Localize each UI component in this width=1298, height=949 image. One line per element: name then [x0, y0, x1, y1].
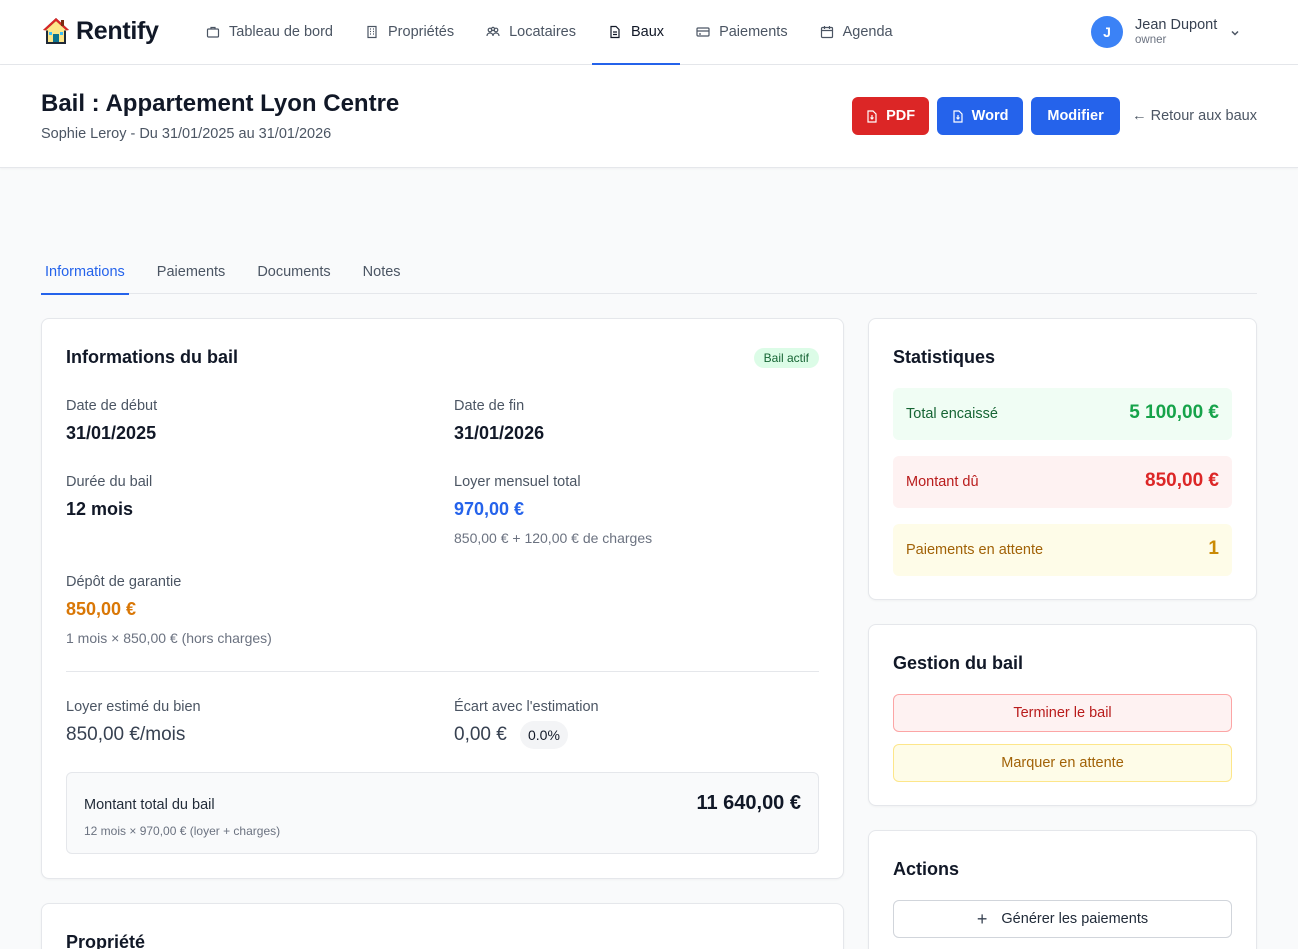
stat-label: Paiements en attente — [906, 542, 1044, 558]
terminate-lease-button[interactable]: Terminer le bail — [893, 694, 1232, 732]
nav-label: Baux — [631, 24, 665, 40]
card-title: Actions — [893, 859, 960, 879]
nav-item-leases[interactable]: Baux — [592, 0, 681, 65]
estimate-gap-percent: 0.0% — [520, 721, 568, 749]
duration-label: Durée du bail — [66, 474, 153, 490]
page-title: Bail : Appartement Lyon Centre — [41, 90, 400, 117]
nav-item-payments[interactable]: Paiements — [680, 0, 804, 64]
word-label: Word — [971, 108, 1009, 124]
user-name: Jean Dupont — [1135, 16, 1218, 33]
user-role: owner — [1135, 34, 1167, 46]
estimate-gap-label: Écart avec l'estimation — [454, 699, 599, 715]
stat-amount-due: Montant dû 850,00 € — [893, 456, 1232, 508]
main-nav: Tableau de bord Propriétés Locataires Ba… — [190, 0, 909, 65]
users-icon — [486, 25, 500, 39]
lease-management-card: Gestion du bail Terminer le bail Marquer… — [868, 624, 1257, 806]
document-icon — [608, 25, 622, 39]
statistics-card: Statistiques Total encaissé 5 100,00 € M… — [868, 318, 1257, 600]
tab-payments[interactable]: Paiements — [156, 263, 226, 280]
mark-pending-button[interactable]: Marquer en attente — [893, 744, 1232, 782]
stat-value: 5 100,00 € — [1129, 402, 1219, 423]
stat-total-collected: Total encaissé 5 100,00 € — [893, 388, 1232, 440]
briefcase-icon — [206, 25, 220, 39]
page-header: Bail : Appartement Lyon Centre Sophie Le… — [0, 65, 1298, 168]
export-word-button[interactable]: Word — [937, 97, 1024, 135]
pdf-label: PDF — [886, 108, 916, 124]
total-note: 12 mois × 970,00 € (loyer + charges) — [84, 824, 281, 838]
deposit-label: Dépôt de garantie — [66, 574, 182, 590]
lease-tabs: Informations Paiements Documents Notes — [41, 249, 1257, 295]
header-actions: PDF Word Modifier ← Retour aux baux — [852, 97, 1257, 135]
stat-label: Total encaissé — [906, 406, 998, 422]
nav-item-tenants[interactable]: Locataires — [470, 0, 592, 64]
tab-notes[interactable]: Notes — [362, 263, 401, 280]
user-menu[interactable]: J Jean Dupont owner — [1091, 16, 1241, 48]
deposit-value: 850,00 € — [66, 599, 137, 619]
total-value: 11 640,00 € — [696, 792, 801, 814]
deposit-note: 1 mois × 850,00 € (hors charges) — [66, 630, 272, 646]
plus-icon: + — [976, 909, 988, 929]
card-title: Informations du bail — [66, 347, 239, 367]
edit-button[interactable]: Modifier — [1031, 97, 1121, 135]
file-icon — [866, 109, 878, 123]
stat-label: Montant dû — [906, 474, 979, 490]
estimated-rent-value: 850,00 €/mois — [66, 724, 186, 745]
monthly-rent-note: 850,00 € + 120,00 € de charges — [454, 530, 653, 546]
nav-label: Paiements — [719, 24, 788, 40]
generate-payments-button[interactable]: + Générer les paiements — [893, 900, 1232, 938]
nav-label: Tableau de bord — [229, 24, 333, 40]
chevron-down-icon — [1229, 26, 1241, 38]
lease-info-card: Informations du bail Bail actif Date de … — [41, 318, 844, 879]
stat-value: 1 — [1208, 538, 1219, 559]
nav-label: Locataires — [509, 24, 576, 40]
avatar: J — [1091, 16, 1123, 48]
export-pdf-button[interactable]: PDF — [852, 97, 930, 135]
card-title: Propriété — [66, 932, 146, 949]
start-date-label: Date de début — [66, 398, 158, 414]
tab-informations[interactable]: Informations — [41, 249, 129, 295]
status-badge: Bail actif — [753, 348, 819, 368]
divider — [66, 671, 819, 672]
nav-label: Propriétés — [388, 24, 455, 40]
property-card: Propriété — [41, 903, 844, 949]
generate-payments-label: Générer les paiements — [1001, 911, 1149, 927]
estimate-gap-value: 0,00 € — [454, 724, 507, 745]
tab-documents[interactable]: Documents — [257, 263, 331, 280]
actions-card: Actions + Générer les paiements — [868, 830, 1257, 949]
top-navbar: Rentify Tableau de bord Propriétés Locat… — [0, 0, 1298, 65]
stat-value: 850,00 € — [1145, 470, 1219, 491]
calendar-icon — [820, 25, 834, 39]
house-logo-icon — [42, 16, 70, 46]
estimated-rent-label: Loyer estimé du bien — [66, 699, 201, 715]
duration-value: 12 mois — [66, 499, 134, 519]
building-icon — [365, 25, 379, 39]
back-to-leases-link[interactable]: ← Retour aux baux — [1132, 108, 1257, 124]
end-date-label: Date de fin — [454, 398, 525, 414]
file-icon — [952, 109, 964, 123]
start-date-value: 31/01/2025 — [66, 423, 157, 443]
page-subtitle: Sophie Leroy - Du 31/01/2025 au 31/01/20… — [41, 126, 332, 142]
nav-item-dashboard[interactable]: Tableau de bord — [190, 0, 349, 64]
end-date-value: 31/01/2026 — [454, 423, 545, 443]
stat-pending-payments: Paiements en attente 1 — [893, 524, 1232, 576]
brand[interactable]: Rentify — [42, 16, 159, 46]
nav-item-properties[interactable]: Propriétés — [349, 0, 470, 64]
app-name: Rentify — [76, 16, 159, 45]
card-title: Statistiques — [893, 347, 996, 367]
nav-label: Agenda — [842, 24, 893, 40]
monthly-rent-value: 970,00 € — [454, 499, 525, 519]
monthly-rent-label: Loyer mensuel total — [454, 474, 581, 490]
card-title: Gestion du bail — [893, 653, 1024, 673]
total-label: Montant total du bail — [84, 797, 215, 813]
credit-card-icon — [696, 25, 710, 39]
nav-item-calendar[interactable]: Agenda — [804, 0, 909, 64]
lease-total-box: Montant total du bail 12 mois × 970,00 €… — [66, 772, 819, 854]
